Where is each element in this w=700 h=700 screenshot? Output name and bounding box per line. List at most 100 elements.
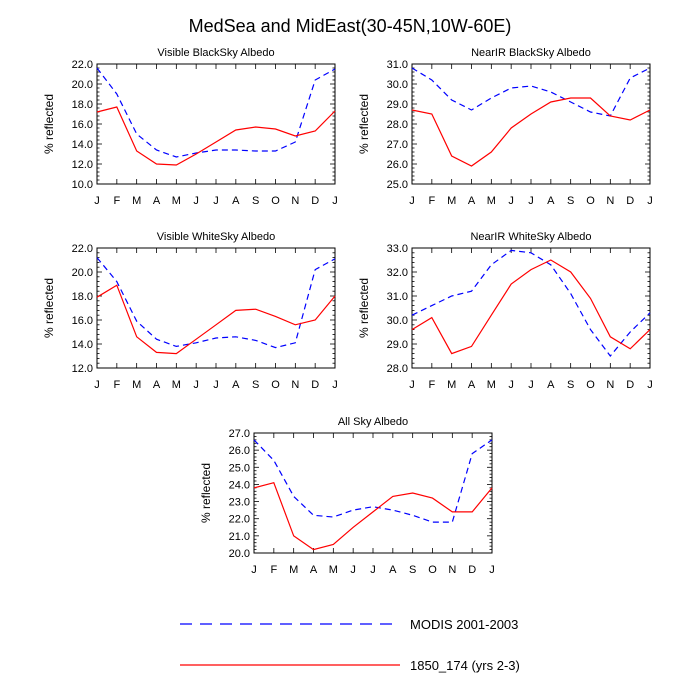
x-tick-label: S: [252, 195, 259, 207]
x-tick-label: A: [153, 195, 161, 207]
y-tick-label: 18.0: [72, 99, 93, 111]
panel-title: Visible BlackSky Albedo: [157, 47, 274, 59]
x-tick-label: M: [132, 379, 141, 391]
x-tick-label: M: [447, 379, 456, 391]
x-tick-label: O: [271, 195, 280, 207]
y-tick-label: 20.0: [72, 267, 93, 279]
x-tick-label: S: [409, 564, 416, 576]
y-tick-label: 26.0: [229, 445, 250, 457]
x-tick-label: S: [567, 195, 574, 207]
x-tick-label: M: [172, 379, 181, 391]
x-tick-label: J: [350, 564, 356, 576]
y-tick-label: 22.0: [72, 243, 93, 255]
x-tick-label: F: [113, 379, 120, 391]
chart-panel-1: NearIR BlackSky Albedo 25.0 26.0 27.0 28.0 29…: [357, 47, 653, 207]
series-line-model: [411, 97, 651, 167]
x-tick-label: F: [113, 195, 120, 207]
y-tick-label: 25.0: [387, 179, 408, 191]
y-tick-label: 29.0: [387, 99, 408, 111]
x-tick-label: O: [271, 379, 280, 391]
x-tick-label: J: [528, 195, 534, 207]
x-tick-label: A: [310, 564, 318, 576]
x-tick-label: A: [389, 564, 397, 576]
x-tick-label: N: [448, 564, 456, 576]
x-tick-label: N: [606, 195, 614, 207]
series-line-modis: [96, 257, 336, 349]
x-tick-label: F: [428, 379, 435, 391]
y-tick-label: 10.0: [72, 179, 93, 191]
x-tick-label: A: [468, 195, 476, 207]
y-tick-label: 21.0: [229, 531, 250, 543]
x-tick-label: D: [468, 564, 476, 576]
x-tick-label: D: [311, 379, 319, 391]
y-tick-label: 16.0: [72, 119, 93, 131]
chart-panel-0: Visible BlackSky Albedo 10.0 12.0 14.0 16.0 1…: [42, 47, 338, 207]
y-tick-label: 28.0: [387, 119, 408, 131]
x-tick-label: J: [193, 195, 199, 207]
panel-title: NearIR BlackSky Albedo: [471, 47, 591, 59]
y-tick-label: 22.0: [72, 59, 93, 71]
x-tick-label: J: [251, 564, 257, 576]
plot-frame: [96, 63, 336, 185]
y-axis-label: % reflected: [42, 278, 56, 338]
series-line-model: [411, 259, 651, 355]
y-tick-label: 18.0: [72, 291, 93, 303]
x-tick-label: D: [311, 195, 319, 207]
x-tick-label: J: [370, 564, 376, 576]
x-tick-label: J: [213, 195, 219, 207]
y-tick-label: 29.0: [387, 339, 408, 351]
panel-title: Visible WhiteSky Albedo: [157, 231, 275, 243]
x-tick-label: A: [547, 379, 555, 391]
y-axis-label: % reflected: [357, 278, 371, 338]
y-tick-label: 25.0: [229, 462, 250, 474]
legend-label-modis: MODIS 2001-2003: [410, 617, 518, 632]
y-tick-label: 31.0: [387, 59, 408, 71]
x-tick-label: A: [153, 379, 161, 391]
plot-frame: [253, 432, 493, 554]
x-tick-label: S: [252, 379, 259, 391]
x-tick-label: J: [193, 379, 199, 391]
x-tick-label: J: [213, 379, 219, 391]
y-axis-label: % reflected: [357, 94, 371, 154]
x-tick-label: S: [567, 379, 574, 391]
legend-label-model: 1850_174 (yrs 2-3): [410, 658, 520, 673]
x-tick-label: J: [489, 564, 495, 576]
y-axis-label: % reflected: [42, 94, 56, 154]
x-tick-label: M: [487, 379, 496, 391]
y-tick-label: 30.0: [387, 79, 408, 91]
series-line-model: [96, 284, 336, 355]
y-tick-label: 20.0: [229, 548, 250, 560]
y-tick-label: 32.0: [387, 267, 408, 279]
y-tick-label: 16.0: [72, 315, 93, 327]
x-tick-label: J: [508, 379, 514, 391]
x-tick-label: M: [487, 195, 496, 207]
x-tick-label: M: [447, 195, 456, 207]
y-tick-label: 27.0: [229, 428, 250, 440]
plot-frame: [96, 247, 336, 369]
y-tick-label: 27.0: [387, 139, 408, 151]
panel-title: All Sky Albedo: [338, 416, 408, 428]
x-tick-label: N: [291, 379, 299, 391]
x-tick-label: J: [508, 195, 514, 207]
x-tick-label: J: [528, 379, 534, 391]
chart-panel-3: NearIR WhiteSky Albedo 28.0 29.0 30.0 31.0 32…: [357, 231, 653, 391]
y-tick-label: 12.0: [72, 363, 93, 375]
plot-frame: [411, 247, 651, 369]
x-tick-label: D: [626, 379, 634, 391]
x-tick-label: N: [291, 195, 299, 207]
y-tick-label: 12.0: [72, 159, 93, 171]
y-tick-label: 14.0: [72, 139, 93, 151]
x-tick-label: D: [626, 195, 634, 207]
x-tick-label: F: [270, 564, 277, 576]
x-tick-label: O: [428, 564, 437, 576]
x-tick-label: N: [606, 379, 614, 391]
y-tick-label: 31.0: [387, 291, 408, 303]
x-tick-label: A: [232, 195, 240, 207]
x-tick-label: J: [409, 195, 415, 207]
x-tick-label: M: [172, 195, 181, 207]
y-tick-label: 26.0: [387, 159, 408, 171]
y-tick-label: 22.0: [229, 514, 250, 526]
series-line-modis: [411, 67, 651, 117]
x-tick-label: J: [94, 195, 100, 207]
